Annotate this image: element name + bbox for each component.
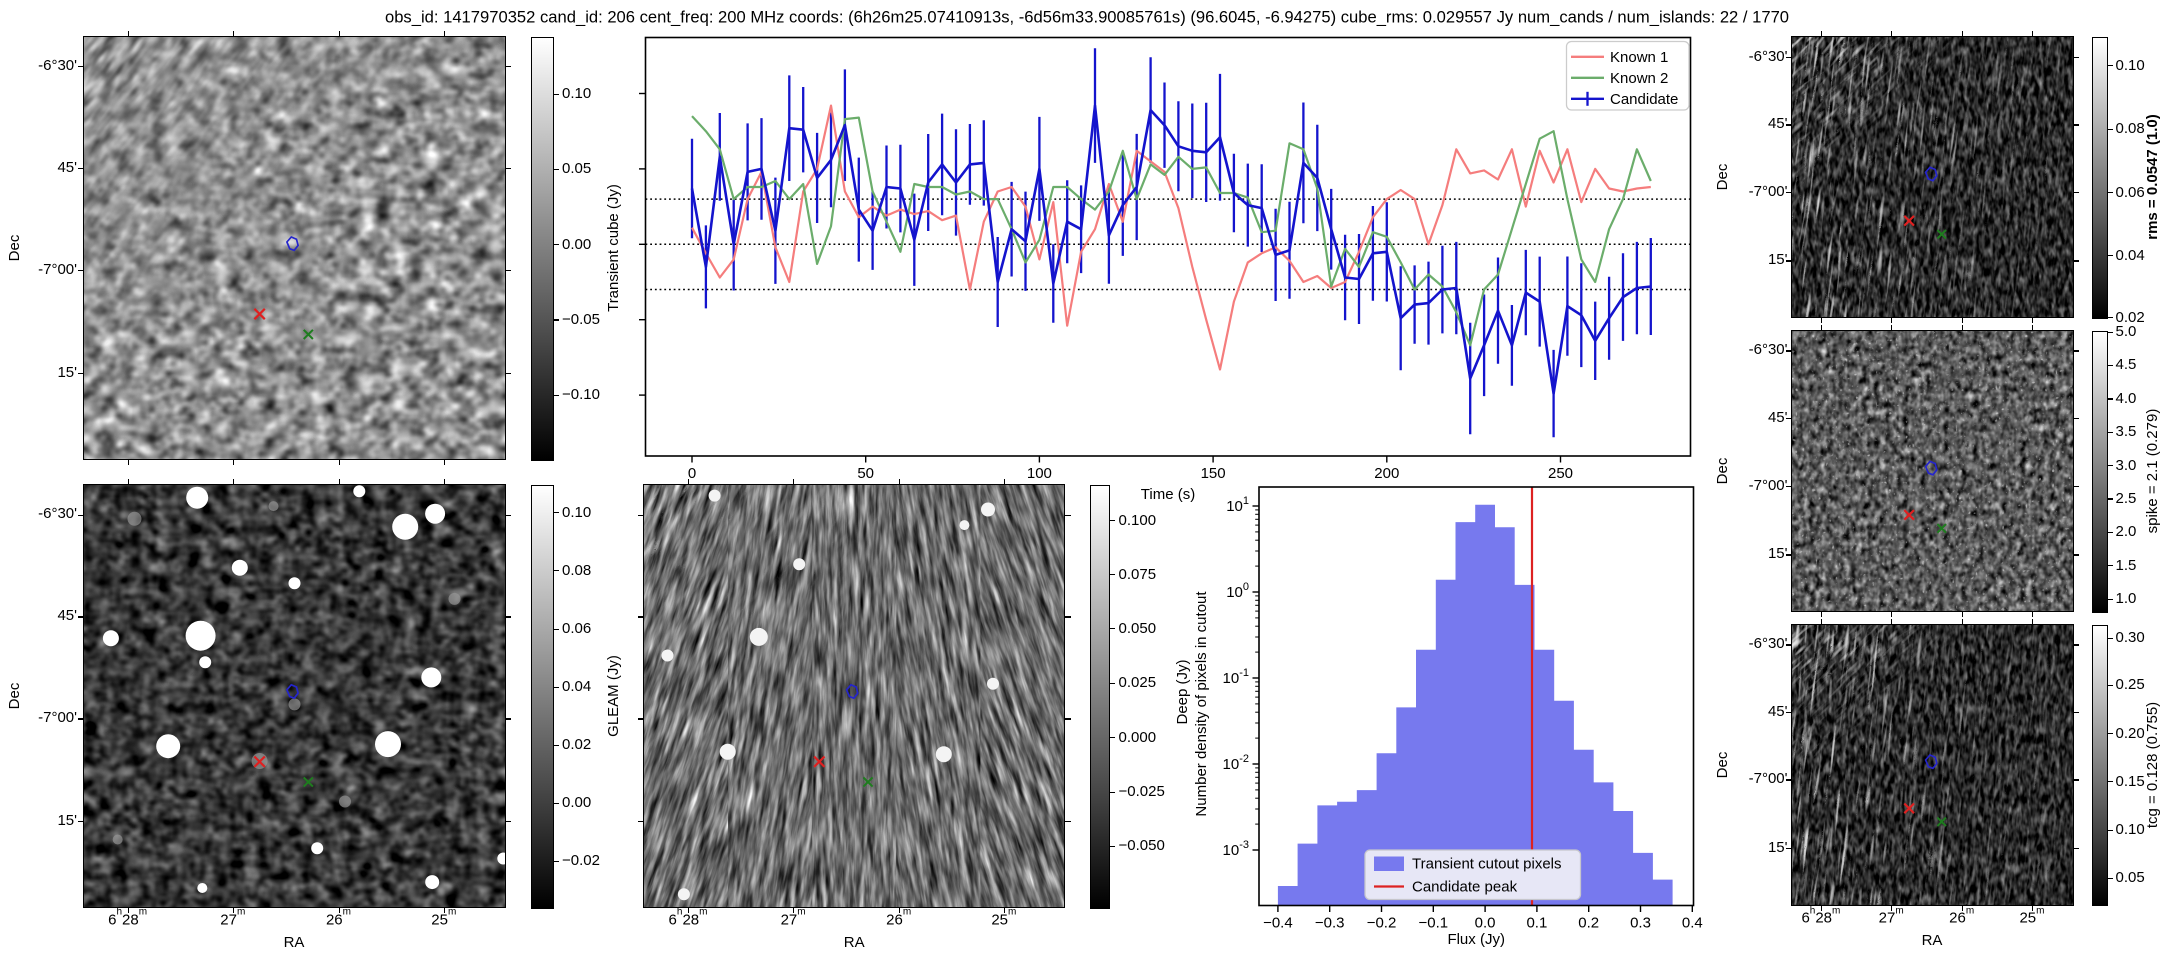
svg-text:−0.1: −0.1: [1418, 915, 1448, 932]
svg-text:Time (s): Time (s): [1141, 486, 1195, 503]
svg-text:100: 100: [1027, 465, 1052, 482]
svg-text:50: 50: [857, 465, 874, 482]
svg-text:Known 1: Known 1: [1610, 49, 1668, 66]
svg-text:0.4: 0.4: [1682, 915, 1703, 932]
svg-text:−0.3: −0.3: [1315, 915, 1345, 932]
svg-text:−0.2: −0.2: [1367, 915, 1397, 932]
svg-text:Candidate: Candidate: [1610, 91, 1678, 108]
svg-text:Candidate peak: Candidate peak: [1412, 879, 1518, 896]
svg-text:10-1: 10-1: [1223, 667, 1249, 687]
svg-text:200: 200: [1374, 465, 1399, 482]
svg-text:101: 101: [1226, 495, 1249, 515]
svg-text:10-3: 10-3: [1223, 839, 1249, 859]
svg-text:250: 250: [1548, 465, 1573, 482]
svg-text:Known 2: Known 2: [1610, 70, 1668, 87]
svg-text:Transient cutout pixels: Transient cutout pixels: [1412, 856, 1562, 873]
svg-text:Flux (Jy): Flux (Jy): [1447, 931, 1505, 948]
svg-text:100: 100: [1226, 581, 1249, 601]
svg-text:0.0: 0.0: [1475, 915, 1496, 932]
svg-text:0.1: 0.1: [1526, 915, 1547, 932]
svg-text:−0.4: −0.4: [1263, 915, 1293, 932]
svg-text:0: 0: [688, 465, 696, 482]
svg-text:0.3: 0.3: [1630, 915, 1651, 932]
svg-text:0.2: 0.2: [1578, 915, 1599, 932]
svg-text:150: 150: [1201, 465, 1226, 482]
svg-text:10-2: 10-2: [1223, 753, 1249, 773]
